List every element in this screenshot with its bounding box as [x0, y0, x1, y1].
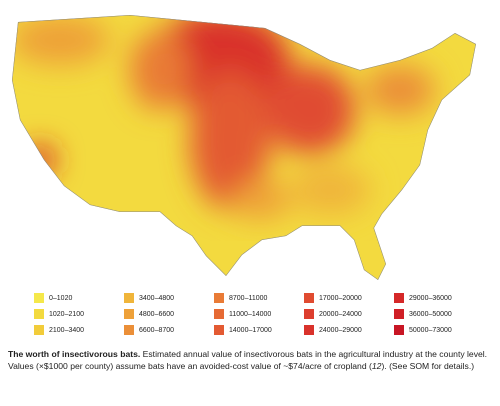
- legend-label: 50000–73000: [409, 327, 452, 334]
- legend-label: 17000–20000: [319, 295, 362, 302]
- caption-citation: 12: [371, 361, 382, 371]
- legend-swatch: [304, 293, 314, 303]
- legend-swatch: [394, 309, 404, 319]
- legend-swatch: [34, 293, 44, 303]
- legend-swatch: [304, 309, 314, 319]
- legend-swatch: [394, 325, 404, 335]
- caption-title: The worth of insectivorous bats.: [8, 349, 141, 359]
- legend-swatch: [124, 309, 134, 319]
- legend-swatch: [214, 325, 224, 335]
- legend-label: 8700–11000: [229, 295, 268, 302]
- legend-label: 1020–2100: [49, 311, 84, 318]
- legend-label: 2100–3400: [49, 327, 84, 334]
- caption-text: ). (See SOM for details.): [381, 361, 475, 371]
- map: 0–1020 1020–2100 2100–3400 3400–4800 4800–66…: [12, 15, 476, 335]
- legend-swatch: [304, 325, 314, 335]
- legend-swatch: [394, 293, 404, 303]
- caption: The worth of insectivorous bats. Estimat…: [8, 348, 494, 372]
- legend-swatch: [124, 325, 134, 335]
- legend-swatch: [214, 293, 224, 303]
- legend-label: 14000–17000: [229, 327, 272, 334]
- legend-swatch: [34, 325, 44, 335]
- legend-label: 6600–8700: [139, 327, 174, 334]
- legend-label: 0–1020: [49, 295, 72, 302]
- legend-label: 11000–14000: [229, 311, 271, 318]
- legend-label: 20000–24000: [319, 311, 362, 318]
- legend-label: 24000–29000: [319, 327, 362, 334]
- legend-swatch: [34, 309, 44, 319]
- legend-label: 4800–6600: [139, 311, 174, 318]
- caption-text: Estimated annual value of insectivorous …: [8, 349, 488, 371]
- legend-label: 3400–4800: [139, 295, 174, 302]
- legend: 0–1020 1020–2100 2100–3400 3400–4800 4800–66…: [34, 293, 452, 335]
- legend-swatch: [214, 309, 224, 319]
- legend-swatch: [124, 293, 134, 303]
- legend-label: 36000–50000: [409, 311, 452, 318]
- counties: [12, 15, 476, 280]
- legend-label: 29000–36000: [409, 295, 452, 302]
